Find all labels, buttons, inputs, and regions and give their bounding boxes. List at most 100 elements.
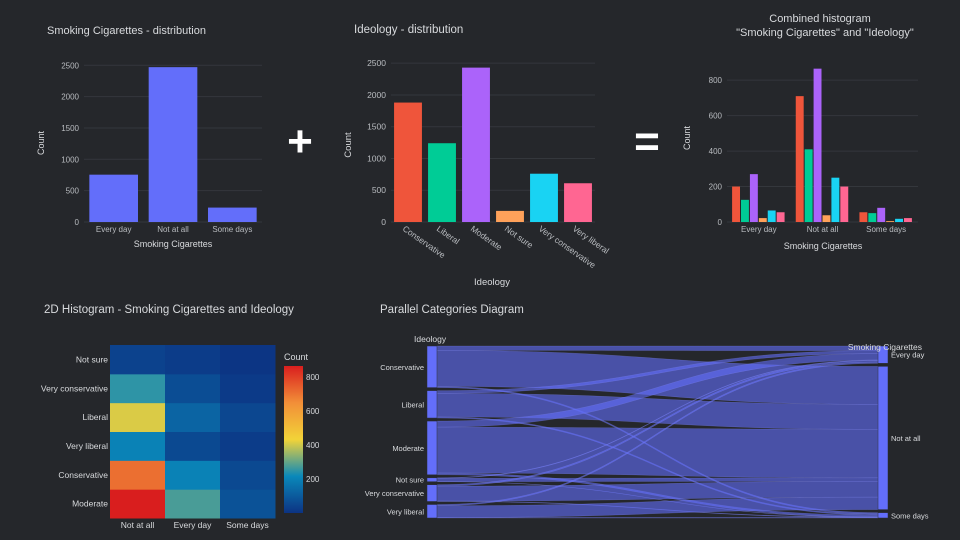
parcats-chart-title: Parallel Categories Diagram	[380, 304, 524, 316]
bar	[903, 218, 912, 222]
x-tick-label: Not at all	[157, 225, 189, 234]
heatmap-cell	[110, 402, 166, 432]
colorbar-tick-label: 800	[306, 373, 320, 382]
y-tick-label: 2500	[61, 61, 79, 70]
combined-y-axis-title: Count	[682, 126, 692, 151]
parcats-category-bar	[877, 345, 889, 364]
y-tick-label: 800	[709, 76, 723, 85]
y-tick-label: 0	[75, 218, 80, 227]
heatmap-cell	[165, 460, 221, 490]
smoking-chart-title: Smoking Cigarettes - distribution	[47, 25, 206, 37]
x-tick-label: Liberal	[435, 223, 462, 246]
heatmap-colorbar-title: Count	[284, 352, 309, 362]
parcats-category-label: Not at all	[891, 434, 921, 443]
parcats-category-label: Conservative	[380, 363, 424, 372]
heatmap-cell	[110, 431, 166, 461]
bar	[89, 174, 138, 222]
parcats-ribbon	[436, 345, 879, 351]
y-tick-label: 500	[372, 185, 386, 195]
smoking-x-axis-title: Smoking Cigarettes	[134, 239, 213, 249]
bar	[767, 210, 776, 222]
parcats-category-bar	[426, 484, 438, 502]
y-tick-label: 2500	[367, 58, 386, 68]
y-tick-label: Moderate	[72, 499, 108, 509]
y-tick-label: Conservative	[58, 470, 108, 480]
heatmap-cell	[110, 345, 166, 375]
bar	[877, 207, 886, 222]
ideology-x-axis-title: Ideology	[474, 277, 510, 288]
x-tick-label: Not sure	[503, 223, 535, 250]
y-tick-label: Very conservative	[41, 383, 108, 393]
bar	[749, 174, 758, 222]
bar	[496, 210, 524, 222]
y-tick-label: 1500	[367, 122, 386, 132]
heatmap-cell	[220, 431, 276, 461]
bar	[795, 96, 804, 222]
heatmap-chart: Moderate Conservative Very liberal Liberal V…	[41, 345, 320, 530]
bar	[732, 186, 741, 222]
parcats-category-bar	[877, 512, 889, 519]
parcats-category-bar	[877, 366, 889, 510]
y-tick-label: Very liberal	[66, 441, 108, 451]
bar	[859, 212, 868, 222]
bar	[895, 218, 903, 222]
parcats-category-label: Very conservative	[365, 489, 424, 498]
parcats-ribbon	[436, 517, 879, 519]
parcats-category-label: Moderate	[392, 444, 424, 453]
bar	[822, 215, 831, 222]
x-tick-label: Every day	[174, 520, 213, 530]
bar	[886, 221, 895, 222]
y-tick-label: 400	[709, 147, 723, 156]
x-tick-label: Very conservative	[537, 223, 598, 270]
colorbar-tick-label: 200	[306, 475, 320, 484]
colorbar	[284, 366, 303, 513]
x-tick-label: Some days	[212, 225, 252, 234]
y-tick-label: Not sure	[76, 354, 108, 364]
y-tick-label: 200	[709, 183, 723, 192]
heatmap-cell	[165, 373, 221, 404]
parcats-category-bar	[426, 420, 438, 476]
parcats-category-bar	[426, 345, 438, 388]
x-tick-label: Every day	[96, 225, 132, 234]
heatmap-cell	[110, 373, 166, 404]
x-tick-label: Some days	[866, 225, 906, 234]
parcats-category-label: Not sure	[396, 476, 424, 485]
parcats-category-label: Some days	[891, 511, 929, 520]
heatmap-cell	[220, 460, 276, 490]
bar	[394, 102, 422, 222]
parcats-category-bar	[426, 477, 438, 482]
heatmap-cell	[165, 431, 221, 461]
bar	[741, 199, 749, 222]
bar	[804, 149, 813, 222]
heatmap-cell	[165, 489, 221, 519]
y-tick-label: 2000	[61, 93, 79, 102]
bar	[530, 173, 558, 222]
heatmap-cell	[220, 345, 276, 375]
y-tick-label: 1000	[367, 153, 386, 163]
parcats-category-label: Very liberal	[387, 507, 424, 516]
x-tick-label: Moderate	[469, 223, 504, 252]
parcats-dimension-label: Smoking Cigarettes	[848, 342, 922, 352]
plus-operator: +	[287, 117, 313, 166]
heatmap-cell	[220, 489, 276, 519]
combined-chart-title: Combined histogram	[769, 13, 871, 25]
equals-operator: =	[634, 117, 660, 166]
bar	[428, 143, 456, 222]
smoking-bar-chart: 0 500 1000 1500 2000 2500 Every day Not at all S…	[61, 61, 262, 234]
combined-chart-subtitle: "Smoking Cigarettes" and "Ideology"	[736, 27, 914, 39]
parcats-category-bar	[426, 504, 438, 519]
y-tick-label: 2000	[367, 90, 386, 100]
y-tick-label: 1000	[61, 155, 79, 164]
colorbar-tick-label: 600	[306, 407, 320, 416]
parcats-dimension-label: Ideology	[414, 334, 447, 344]
bar	[462, 67, 490, 222]
x-tick-label: Every day	[741, 225, 777, 234]
x-tick-label: Not at all	[121, 520, 155, 530]
bar	[776, 212, 785, 222]
smoking-y-axis-title: Count	[36, 131, 46, 156]
bar	[758, 218, 767, 222]
parcats-category-label: Liberal	[401, 400, 424, 409]
y-tick-label: 0	[718, 218, 723, 227]
